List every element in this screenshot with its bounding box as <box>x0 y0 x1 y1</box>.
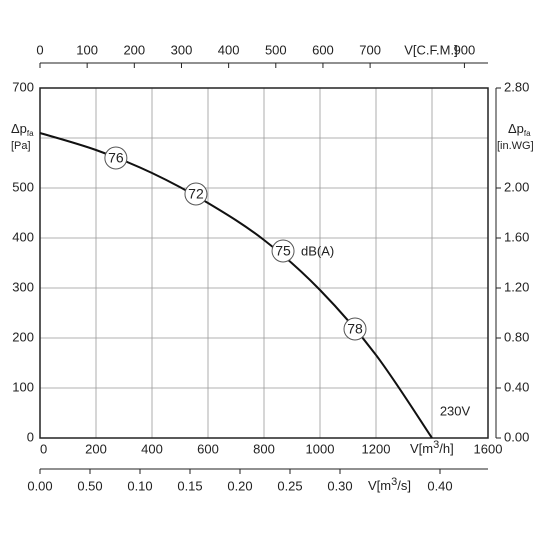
x2-tick-label: 900 <box>454 42 476 57</box>
db-marker-label: 76 <box>108 150 124 166</box>
db-marker <box>104 146 128 170</box>
y2-tick-label: 1.60 <box>504 229 529 244</box>
unit-note: dB(A) <box>301 243 334 258</box>
x-tick-label: 0 <box>40 441 47 456</box>
y-tick-label: 200 <box>12 329 34 344</box>
y-label-sub: fa <box>27 129 34 138</box>
plot-frame <box>39 87 489 439</box>
x2-tick-label: 200 <box>123 42 145 57</box>
y-tick-label: 0 <box>27 429 34 444</box>
fan-curve <box>39 132 433 439</box>
x3-label-part: /s] <box>397 478 411 493</box>
db-marker <box>184 182 208 206</box>
x-axis-label: V[m3/h] <box>410 439 454 457</box>
db-marker <box>271 239 295 263</box>
y2-label-main: Δp <box>508 121 524 136</box>
x-label-part: V[m <box>410 441 433 456</box>
x-label-sup: 3 <box>433 439 439 451</box>
x-tick-label: 800 <box>253 441 275 456</box>
x-label-part: /h] <box>439 441 453 456</box>
y2-tick-label: 0.00 <box>504 429 529 444</box>
x3-axis-label: V[m3/s] <box>368 476 411 494</box>
x3-tick-label: 0.00 <box>27 478 52 493</box>
y2-tick-label: 2.80 <box>504 79 529 94</box>
x-tick-label: 1200 <box>362 441 391 456</box>
x2-tick-label: 500 <box>265 42 287 57</box>
x2-tick-label: 700 <box>359 42 381 57</box>
y2-tick-label: 1.20 <box>504 279 529 294</box>
x3-tick-label: 0.40 <box>427 478 452 493</box>
x-tick-label: 1000 <box>306 441 335 456</box>
y2-tick-label: 0.40 <box>504 379 529 394</box>
x2-tick-label: 300 <box>171 42 193 57</box>
db-marker-label: 78 <box>347 321 363 337</box>
x2-tick-label: 100 <box>76 42 98 57</box>
db-marker <box>343 317 367 341</box>
y2-tick-label: 0.80 <box>504 329 529 344</box>
y-tick-label: 700 <box>12 79 34 94</box>
x2-tick-label: 400 <box>218 42 240 57</box>
y-tick-label: 400 <box>12 229 34 244</box>
x-tick-label: 400 <box>141 441 163 456</box>
y-tick-label: 300 <box>12 279 34 294</box>
db-marker-label: 75 <box>275 243 291 259</box>
db-marker-label: 72 <box>188 186 204 202</box>
series-label: 230V <box>440 403 471 418</box>
x3-tick-label: 0.15 <box>177 478 202 493</box>
y-axis-label: Δpfa <box>11 121 34 138</box>
x3-tick-label: 0.50 <box>77 478 102 493</box>
x2-tick-label: 600 <box>312 42 334 57</box>
x3-tick-label: 0.25 <box>277 478 302 493</box>
x-tick-label: 200 <box>85 441 107 456</box>
y-axis-unit: [Pa] <box>11 140 31 152</box>
y2-axis-label: Δpfa <box>508 121 531 138</box>
x3-tick-label: 0.10 <box>127 478 152 493</box>
y2-axis-unit: [in.WG] <box>497 140 534 152</box>
x3-tick-label: 0.20 <box>227 478 252 493</box>
y2-tick-label: 2.00 <box>504 179 529 194</box>
y-label-main: Δp <box>11 121 27 136</box>
y2-label-sub: fa <box>524 129 531 138</box>
x2-axis-label: V[C.F.M.] <box>404 42 457 57</box>
x3-label-sup: 3 <box>391 476 397 488</box>
x3-tick-label: 0.30 <box>327 478 352 493</box>
y-tick-label: 100 <box>12 379 34 394</box>
x3-label-part: V[m <box>368 478 391 493</box>
y-tick-label: 500 <box>12 179 34 194</box>
x-tick-label: 1600 <box>474 441 503 456</box>
x2-tick-label: 0 <box>36 42 43 57</box>
x-tick-label: 600 <box>197 441 219 456</box>
